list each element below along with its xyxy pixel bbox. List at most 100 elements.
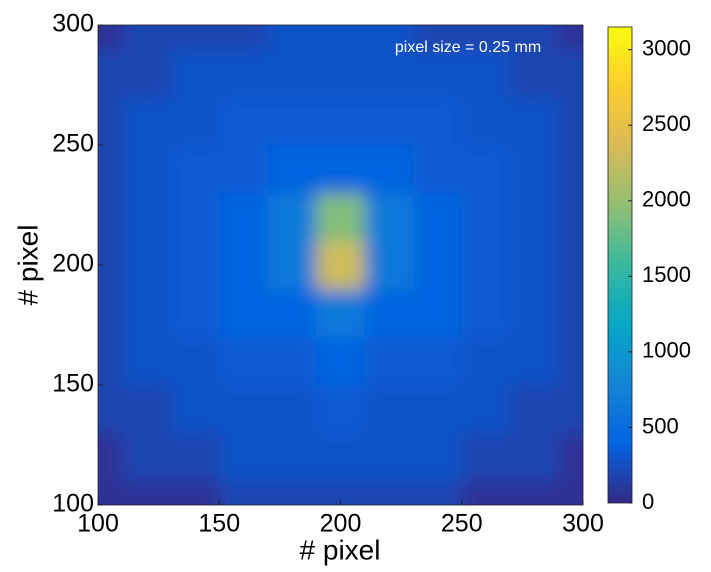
heatmap-cell (316, 433, 366, 482)
heatmap-cell (510, 49, 560, 98)
heatmap-cell (122, 193, 172, 242)
heatmap-cell (413, 145, 463, 194)
heatmap-cell (316, 145, 366, 194)
heatmap-cell (558, 193, 583, 242)
colorbar-tick-label: 3000 (642, 35, 691, 60)
colorbar-tick-label: 500 (642, 413, 679, 438)
x-tick-label: 200 (320, 510, 362, 538)
heatmap-cell (316, 337, 366, 386)
heatmap-cell (364, 49, 414, 98)
heatmap-cell (510, 385, 560, 434)
heatmap-cell (98, 481, 123, 505)
heatmap-cell (510, 241, 560, 290)
heatmap-cell (316, 25, 366, 50)
heatmap-cell (461, 481, 511, 505)
heatmap-cell (461, 97, 511, 146)
colorbar-tick-label: 1500 (642, 262, 691, 287)
heatmap-cell (267, 25, 317, 50)
heatmap-cell (98, 193, 123, 242)
heatmap-cell (122, 97, 172, 146)
heatmap-cell (170, 385, 220, 434)
y-tick-label: 300 (52, 10, 94, 38)
heatmap-cell (510, 97, 560, 146)
heatmap-cell (558, 289, 583, 338)
colorbar (607, 26, 633, 504)
x-tick-label: 100 (77, 510, 119, 538)
heatmap-cell (461, 193, 511, 242)
heatmap-cell (170, 145, 220, 194)
heatmap-cell (413, 289, 463, 338)
heatmap-cell (364, 337, 414, 386)
y-tick-label: 150 (52, 370, 94, 398)
colorbar-tick-label: 2000 (642, 187, 691, 212)
x-axis-label: # pixel (300, 534, 381, 565)
y-tick-label: 200 (52, 250, 94, 278)
heatmap-cell (461, 25, 511, 50)
heatmap-cell (219, 481, 269, 505)
x-tick-label: 300 (562, 510, 604, 538)
heatmap-cell (267, 145, 317, 194)
heatmap-cell (364, 241, 414, 290)
x-tick-label: 150 (198, 510, 240, 538)
heatmap-cell (170, 241, 220, 290)
heatmap-cell (219, 433, 269, 482)
heatmap-cell (170, 97, 220, 146)
heatmap-cell (364, 25, 414, 50)
heatmap-cell (267, 433, 317, 482)
heatmap-cell (98, 49, 123, 98)
heatmap-cell (122, 337, 172, 386)
heatmap-cell (267, 289, 317, 338)
heatmap-cell (558, 25, 583, 50)
heatmap-cell (267, 49, 317, 98)
heatmap-cell (413, 433, 463, 482)
colorbar-tick-label: 2500 (642, 111, 691, 136)
heatmap-cell (558, 433, 583, 482)
heatmap-cell (413, 241, 463, 290)
heatmap-cell (219, 25, 269, 50)
heatmap-cell (267, 241, 317, 290)
heatmap-cell (413, 337, 463, 386)
heatmap-cell (122, 385, 172, 434)
heatmap-cell (170, 337, 220, 386)
heatmap-cell (316, 193, 366, 242)
y-tick-label: 100 (52, 490, 94, 518)
heatmap-cell (98, 25, 123, 50)
heatmap-cell (558, 145, 583, 194)
heatmap-cell (510, 289, 560, 338)
x-tick-label: 250 (441, 510, 483, 538)
heatmap-cell (122, 433, 172, 482)
y-tick-label: 250 (52, 130, 94, 158)
heatmap-cell (219, 241, 269, 290)
heatmap-cell (122, 481, 172, 505)
heatmap-cell (558, 97, 583, 146)
heatmap-cell (461, 241, 511, 290)
heatmap-cell (510, 481, 560, 505)
heatmap-cell (170, 289, 220, 338)
heatmap-cell (316, 385, 366, 434)
heatmap-cell (98, 337, 123, 386)
heatmap-cell (219, 289, 269, 338)
heatmap-cell (219, 97, 269, 146)
heatmap (98, 25, 583, 505)
heatmap-cell (98, 289, 123, 338)
colorbar-tick-label: 0 (642, 489, 654, 514)
heatmap-cell (219, 145, 269, 194)
heatmap-cell (170, 433, 220, 482)
y-axis-label: # pixel (12, 225, 43, 306)
heatmap-cell (98, 433, 123, 482)
annotation: pixel size = 0.25 mm (395, 39, 541, 56)
heatmap-cell (461, 49, 511, 98)
heatmap-cell (219, 337, 269, 386)
heatmap-cell (267, 481, 317, 505)
heatmap-cell (316, 97, 366, 146)
heatmap-cell (170, 193, 220, 242)
heatmap-cell (413, 385, 463, 434)
heatmap-cell (98, 145, 123, 194)
heatmap-cell (267, 385, 317, 434)
heatmap-cell (316, 289, 366, 338)
heatmap-cell (364, 145, 414, 194)
heatmap-cell (413, 25, 463, 50)
heatmap-cell (170, 49, 220, 98)
heatmap-cell (461, 385, 511, 434)
heatmap-cell (316, 49, 366, 98)
